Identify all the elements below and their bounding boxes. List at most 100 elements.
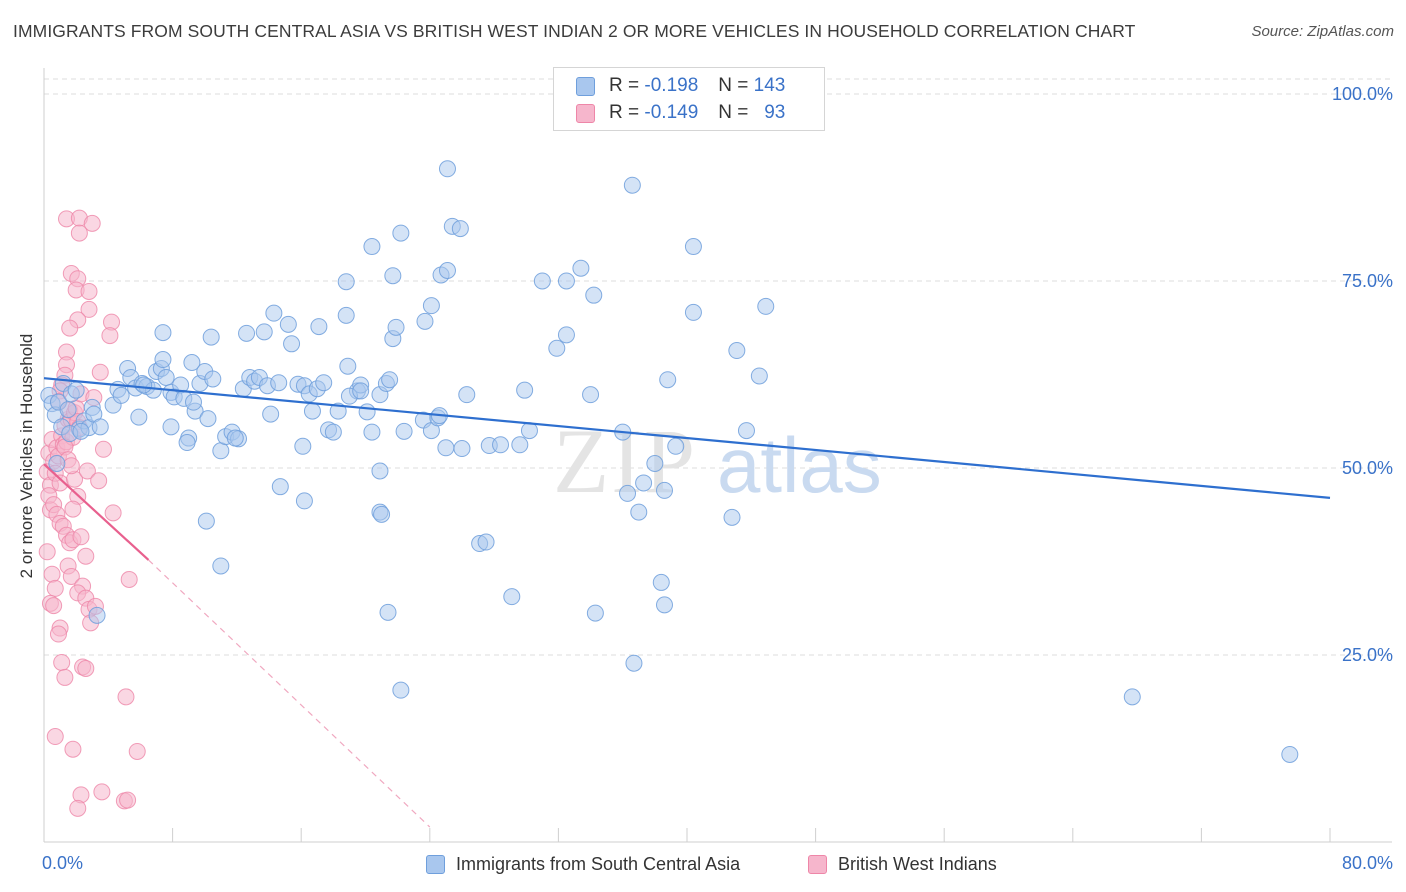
south-central-asia-point — [91, 418, 109, 436]
south-central-asia-point — [511, 436, 529, 454]
south-central-asia-point — [202, 328, 220, 346]
chart-title: IMMIGRANTS FROM SOUTH CENTRAL ASIA VS BR… — [13, 21, 1136, 41]
n-value: 143 — [753, 75, 786, 96]
south-central-asia-point — [458, 386, 476, 404]
british-west-indians-point — [38, 543, 56, 561]
south-central-asia-point — [625, 654, 643, 672]
south-central-asia-point — [294, 437, 312, 455]
legend-label: Immigrants from South Central Asia — [456, 853, 741, 874]
south-central-asia-point — [379, 603, 397, 621]
south-central-asia-point — [684, 238, 702, 256]
n-value: 93 — [764, 102, 786, 123]
british-west-indians-points — [38, 209, 146, 817]
south-central-asia-point — [112, 386, 130, 404]
south-central-asia-point — [204, 370, 222, 388]
south-central-asia-point — [271, 478, 289, 496]
n-label: N = — [718, 102, 749, 123]
south-central-asia-point — [1123, 688, 1141, 706]
south-central-asia-point — [667, 437, 685, 455]
british-west-indians-point — [77, 547, 95, 565]
south-central-asia-point — [623, 176, 641, 194]
tick-labels: 25.0% 50.0% 75.0% 100.0% 0.0% 80.0% — [42, 84, 1393, 873]
south-central-asia-point — [329, 402, 347, 420]
south-central-asia-point — [728, 342, 746, 360]
south-central-asia-point — [135, 376, 153, 394]
british-west-indians-point — [70, 224, 88, 242]
british-west-indians-point — [119, 791, 137, 809]
south-central-asia-point — [438, 261, 456, 279]
watermark: ZIP atlas — [553, 410, 882, 512]
n-label: N = — [718, 75, 749, 96]
british-west-indians-point — [69, 799, 87, 817]
south-central-asia-point — [315, 374, 333, 392]
british-west-indians-point — [94, 440, 112, 458]
south-central-asia-point — [392, 681, 410, 699]
south-central-asia-point — [303, 402, 321, 420]
british-west-indians-point — [61, 319, 79, 337]
south-central-asia-point — [197, 512, 215, 530]
south-central-asia-point — [67, 381, 85, 399]
south-central-asia-point — [684, 303, 702, 321]
south-central-asia-point — [453, 440, 471, 458]
british-west-indians-point — [80, 282, 98, 300]
south-central-asia-point — [279, 315, 297, 333]
british-west-indians-point — [62, 567, 80, 585]
south-central-asia-point — [1281, 745, 1299, 763]
british-west-indians-point — [64, 740, 82, 758]
r-value: -0.149 — [644, 102, 699, 123]
south-central-asia-point — [59, 401, 77, 419]
south-central-asia-point — [162, 418, 180, 436]
pink-swatch — [808, 854, 827, 874]
south-central-asia-point — [262, 405, 280, 423]
south-central-asia-point — [48, 454, 66, 472]
south-central-asia-point — [381, 371, 399, 389]
british-west-indians-point — [62, 457, 80, 475]
south-central-asia-point — [572, 259, 590, 277]
gridlines — [44, 78, 1392, 656]
south-central-asia-point — [422, 297, 440, 315]
south-central-asia-point — [337, 273, 355, 291]
south-central-asia-point — [533, 272, 551, 290]
south-central-asia-point — [337, 306, 355, 324]
british-west-indians-point — [80, 300, 98, 318]
british-west-indians-point — [83, 214, 101, 232]
british-west-indians-point — [72, 528, 90, 546]
r-value: -0.198 — [644, 75, 699, 96]
south-central-asia-point — [238, 324, 256, 342]
south-central-asia-point — [586, 604, 604, 622]
south-central-asia-point — [416, 312, 434, 330]
south-central-asia-point — [384, 267, 402, 285]
british-west-indians-point — [46, 728, 64, 746]
south-central-asia-point — [548, 339, 566, 357]
south-central-asia-points — [40, 160, 1299, 763]
british-west-indians-point — [128, 742, 146, 760]
british-west-indians-point — [64, 500, 82, 518]
south-central-asia-point — [72, 422, 90, 440]
south-central-asia-point — [503, 588, 521, 606]
british-west-indians-point — [90, 472, 108, 490]
south-central-asia-point — [324, 423, 342, 441]
south-central-asia-point — [757, 297, 775, 315]
south-central-asia-point — [723, 508, 741, 526]
british-west-indians-point — [117, 688, 135, 706]
british-west-indians-point — [53, 653, 71, 671]
south-central-asia-point — [557, 326, 575, 344]
south-central-asia-point — [363, 238, 381, 256]
legend-label: British West Indians — [838, 853, 997, 874]
british-west-indians-point — [49, 625, 67, 643]
correlation-legend: R = -0.198 N = 143 R = -0.149 N = 93 — [553, 67, 825, 131]
trend-lines — [43, 377, 1331, 828]
british-west-indians-trend-extension — [148, 559, 431, 828]
south-central-asia-point — [310, 318, 328, 336]
x-tick-label-left: 0.0% — [42, 853, 83, 873]
legend-item-south-central-asia: Immigrants from South Central Asia — [426, 851, 740, 877]
south-central-asia-point — [212, 557, 230, 575]
south-central-asia-point — [582, 386, 600, 404]
south-central-asia-point — [270, 374, 288, 392]
british-west-indians-point — [101, 327, 119, 345]
south-central-asia-point — [255, 323, 273, 341]
south-central-asia-point — [178, 434, 196, 452]
south-central-asia-point — [630, 503, 648, 521]
south-central-asia-point — [212, 442, 230, 460]
british-west-indians-trend-line — [43, 463, 150, 561]
